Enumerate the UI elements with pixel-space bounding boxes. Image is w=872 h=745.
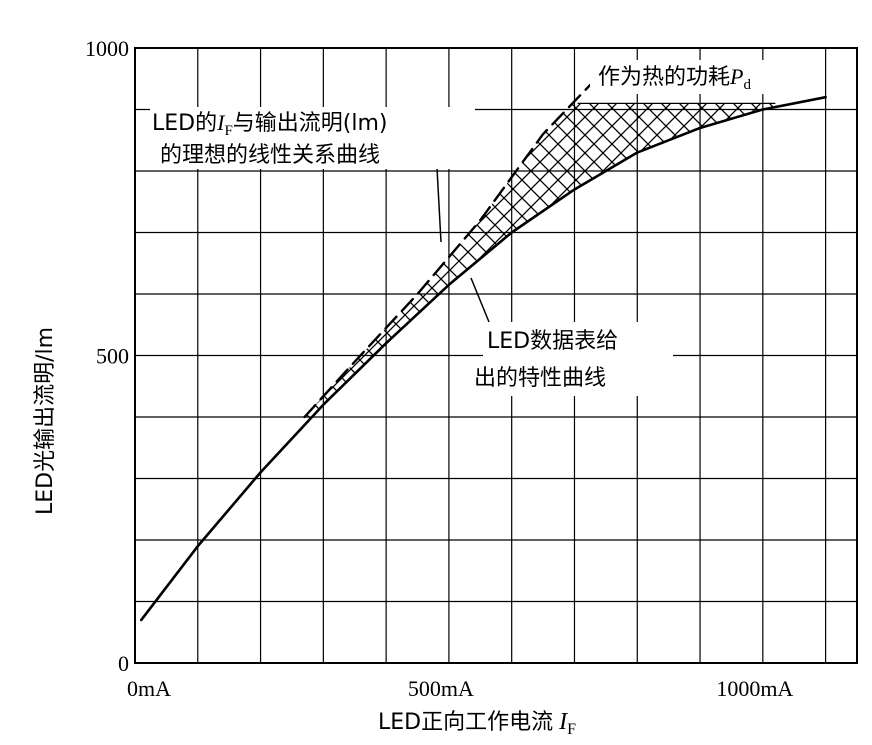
y-axis-ticks: 0 500 1000	[85, 36, 129, 676]
annotation-ideal-line2: 的理想的线性关系曲线	[160, 143, 380, 168]
x-axis-title-symbol: I	[558, 709, 568, 735]
svg-text:LED的IF与输出流明(lm): LED的IF与输出流明(lm)	[152, 110, 388, 139]
x-axis-title: LED正向工作电流 IF	[378, 709, 576, 738]
leader-datasheet-curve	[470, 277, 490, 323]
x-axis-ticks: 0mA 500mA 1000mA	[127, 676, 793, 701]
annotation-leaders	[436, 167, 490, 323]
series-datasheet-curve	[139, 95, 827, 622]
x-axis-title-subscript: F	[567, 721, 576, 738]
heat-dissipation-hatched-area	[304, 102, 776, 425]
annotation-datasheet-line1: LED数据表给	[487, 329, 618, 354]
series-layer	[139, 83, 827, 622]
annotation-ideal-line1-post: 与输出流明(lm)	[233, 111, 388, 136]
hatched-area-shape	[304, 103, 776, 425]
annotation-heat-symbol: P	[729, 64, 743, 89]
x-axis-title-text: LED正向工作电流	[378, 710, 553, 735]
annotation-datasheet-line2: 出的特性曲线	[474, 366, 606, 391]
y-axis-title: LED光输出流明/lm	[33, 327, 58, 515]
plot-frame	[134, 47, 858, 664]
y-tick-label: 1000	[85, 36, 129, 61]
annotation-ideal-subscript: F	[224, 123, 232, 139]
annotation-ideal-symbol: I	[216, 110, 226, 135]
x-tick-label: 0mA	[127, 676, 171, 701]
x-tick-label: 1000mA	[716, 676, 793, 701]
annotation-heat-text: 作为热的功耗	[598, 65, 730, 90]
annotation-heat-power: 作为热的功耗Pd	[590, 60, 805, 94]
svg-text:作为热的功耗Pd: 作为热的功耗Pd	[598, 64, 751, 93]
annotation-ideal-linear: LED的IF与输出流明(lm) 的理想的线性关系曲线	[150, 107, 475, 169]
annotation-datasheet: LED数据表给 出的特性曲线	[474, 322, 673, 396]
y-tick-label: 500	[96, 344, 129, 369]
annotation-ideal-line1-pre: LED的	[152, 111, 217, 136]
series-ideal-linear-line	[303, 83, 592, 419]
x-tick-label: 500mA	[408, 676, 474, 701]
y-tick-label: 0	[118, 651, 129, 676]
leader-ideal-line	[436, 167, 442, 243]
annotation-heat-subscript: d	[743, 77, 751, 93]
